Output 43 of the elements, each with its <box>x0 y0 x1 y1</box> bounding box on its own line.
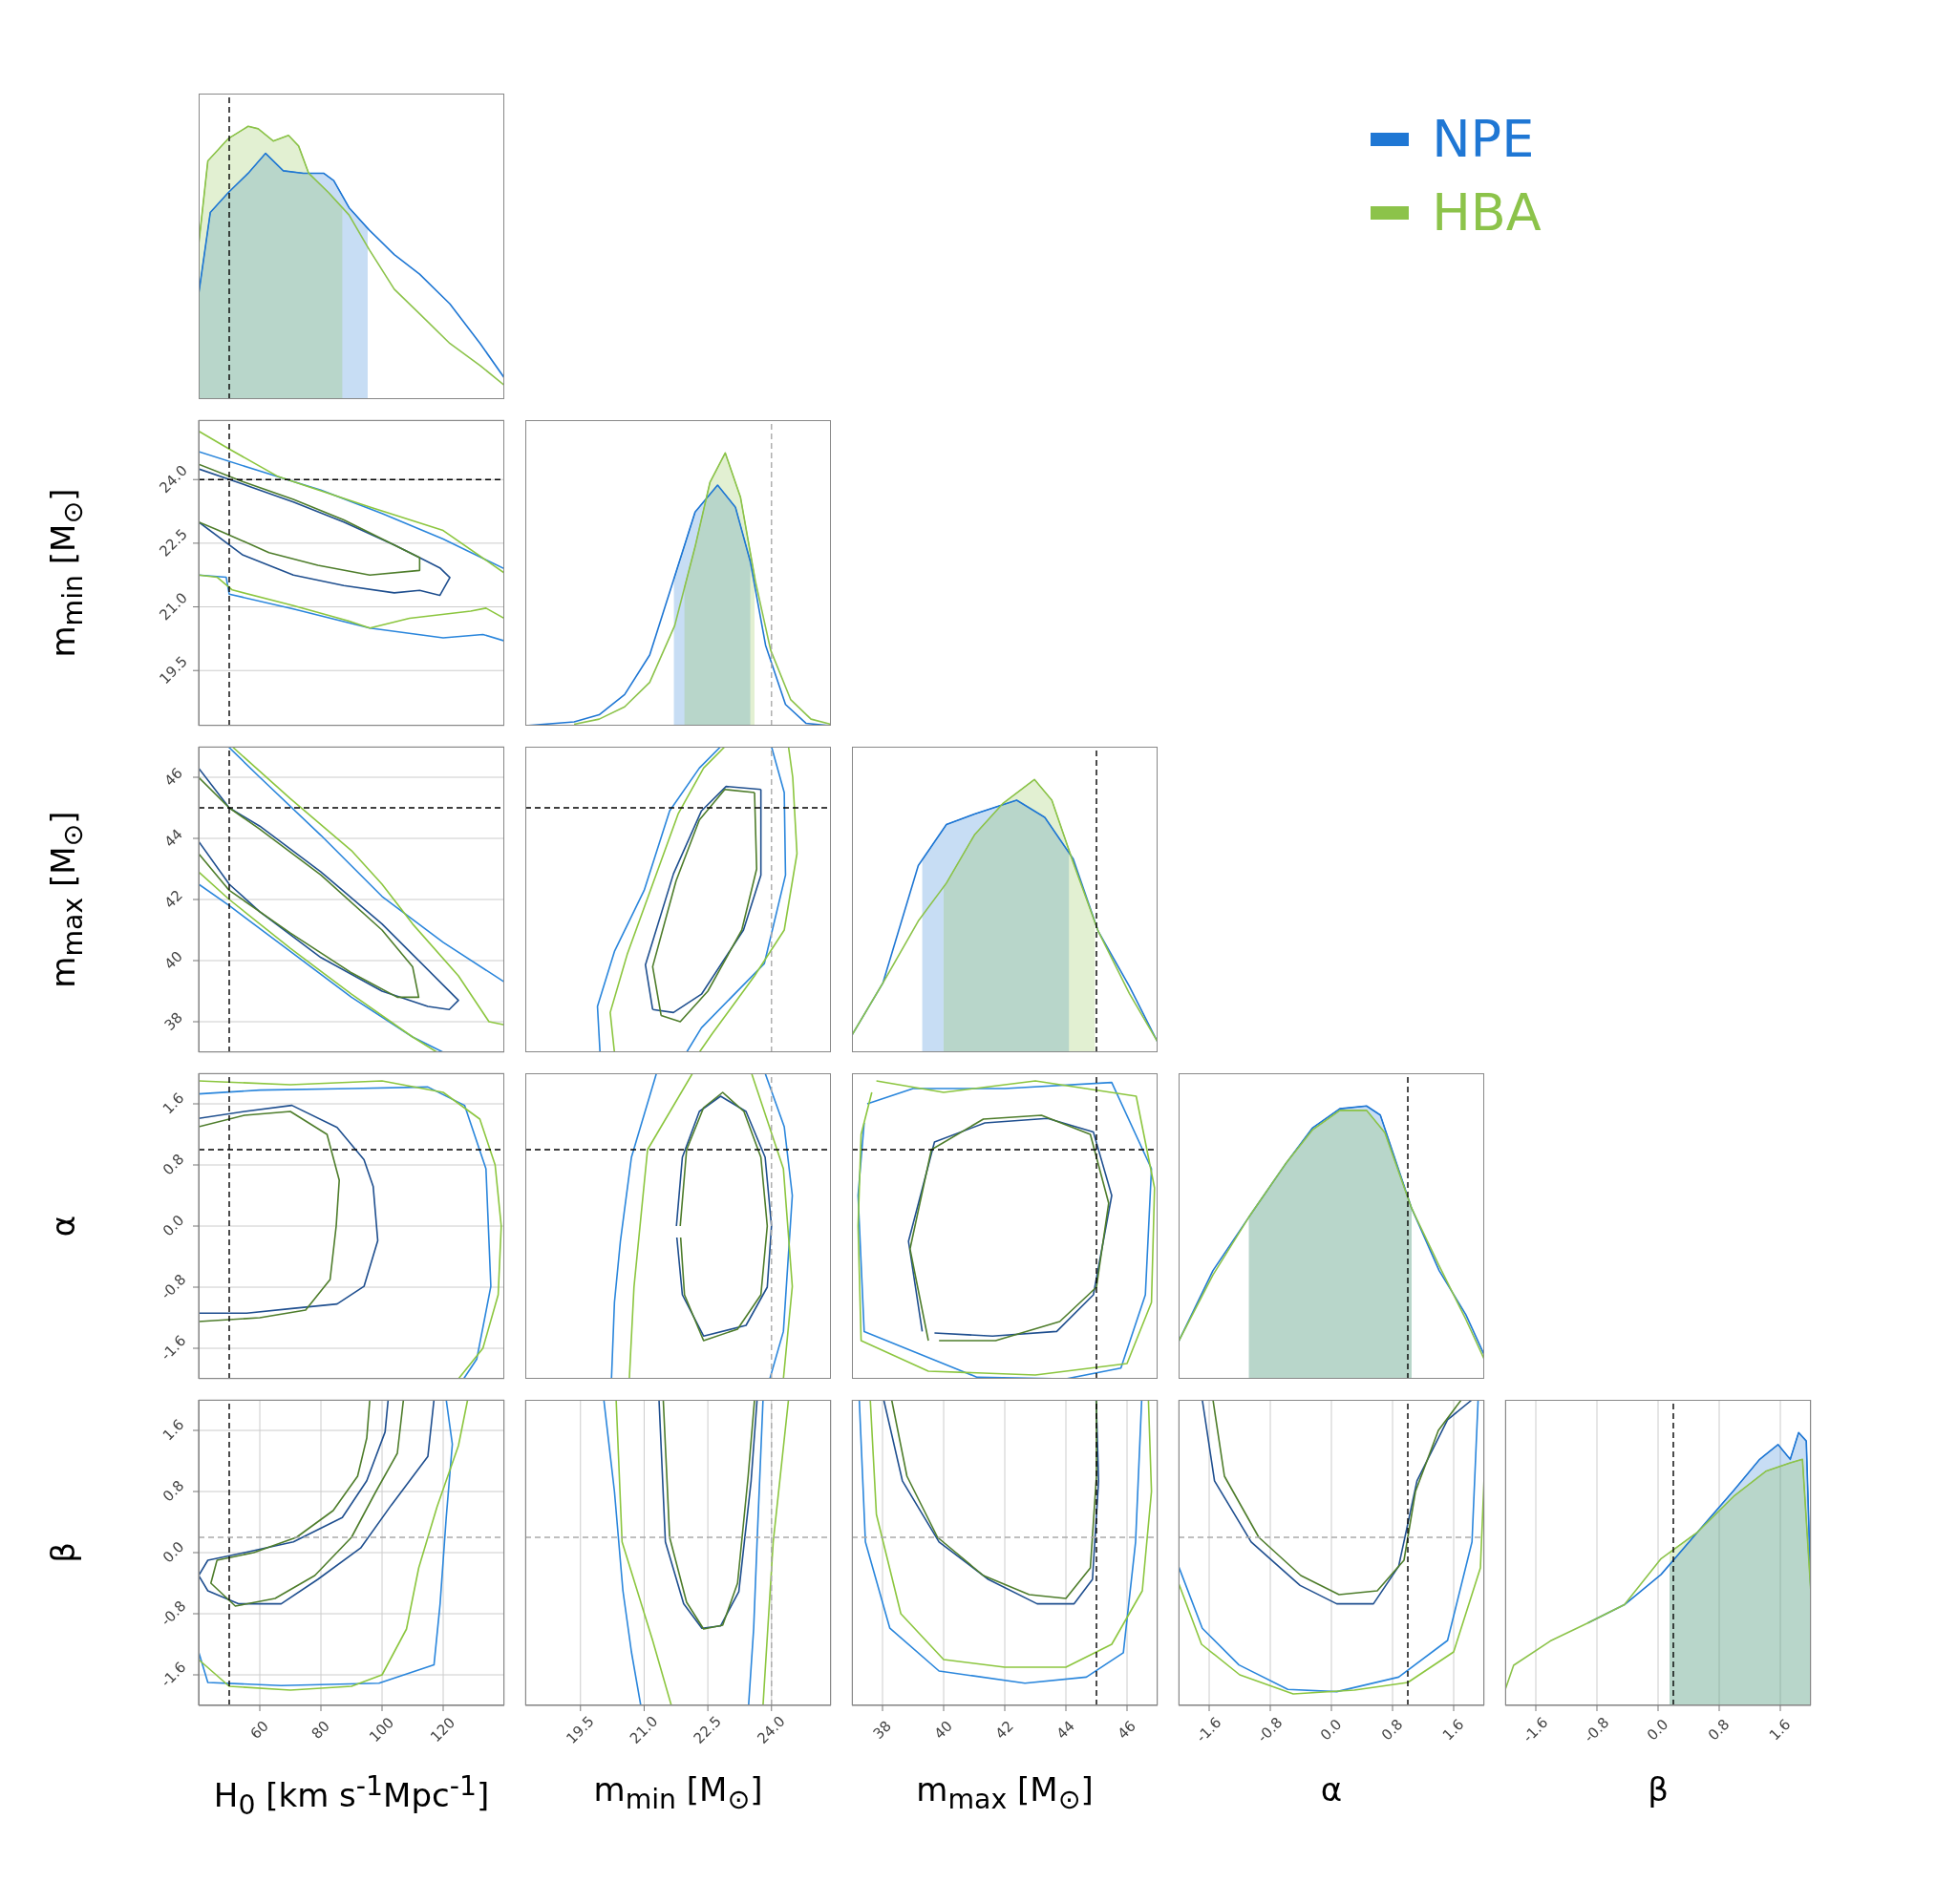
y-tick-label: 46 <box>160 764 186 790</box>
x-tick-label: 42 <box>991 1717 1017 1743</box>
x-axis-title: m$_{max}$ [M$_{⊙}$] <box>915 1770 1095 1815</box>
x-tick-label: 60 <box>246 1717 272 1743</box>
x-tick-label: 46 <box>1114 1717 1139 1743</box>
y-tick-label: 0.0 <box>159 1211 188 1240</box>
x-tick-label: 120 <box>427 1714 459 1746</box>
y-tick-label: -1.6 <box>157 1658 190 1691</box>
y-tick-label: 40 <box>160 947 186 973</box>
x-tick-label: 100 <box>366 1714 398 1746</box>
y-tick-label: -0.8 <box>157 1270 190 1303</box>
x-tick-label: -0.8 <box>1580 1713 1613 1746</box>
y-tick-label: 0.0 <box>159 1537 188 1567</box>
y-axis-title: α <box>43 1214 83 1239</box>
y-tick-label: 0.8 <box>159 1150 188 1179</box>
legend-label: HBA <box>1432 182 1542 243</box>
x-axis-title: H$_{0}$ [km s$^{-1}$Mpc$^{-1}$] <box>212 1770 491 1822</box>
legend-label: NPE <box>1432 109 1535 169</box>
x-tick-label: 40 <box>930 1717 956 1743</box>
x-tick-label: -1.6 <box>1192 1713 1225 1746</box>
y-tick-label: 1.6 <box>159 1089 188 1118</box>
x-tick-label: 0.0 <box>1316 1715 1346 1745</box>
x-axis-title: m$_{min}$ [M$_{⊙}$] <box>593 1770 763 1815</box>
x-tick-label: 80 <box>308 1717 333 1743</box>
x-tick-label: 0.8 <box>1704 1715 1734 1745</box>
y-tick-label: 1.6 <box>159 1415 188 1445</box>
x-tick-label: 1.6 <box>1765 1715 1795 1745</box>
x-axis-title: α <box>1319 1770 1344 1809</box>
y-tick-label: 38 <box>160 1008 186 1034</box>
y-tick-label: 44 <box>160 825 186 851</box>
x-tick-label: 0.8 <box>1377 1715 1407 1745</box>
x-tick-label: 0.0 <box>1643 1715 1672 1745</box>
x-tick-label: 38 <box>869 1717 895 1743</box>
x-tick-label: -1.6 <box>1519 1713 1552 1746</box>
x-tick-label: 44 <box>1053 1717 1078 1743</box>
x-axis-title: β <box>1647 1770 1670 1809</box>
y-axis-title: β <box>43 1541 83 1565</box>
y-tick-label: 0.8 <box>159 1476 188 1506</box>
y-tick-label: -0.8 <box>157 1597 190 1630</box>
y-tick-label: 42 <box>160 886 186 912</box>
y-tick-label: -1.6 <box>157 1331 190 1365</box>
x-tick-label: -0.8 <box>1253 1713 1287 1746</box>
x-tick-label: 1.6 <box>1438 1715 1468 1745</box>
